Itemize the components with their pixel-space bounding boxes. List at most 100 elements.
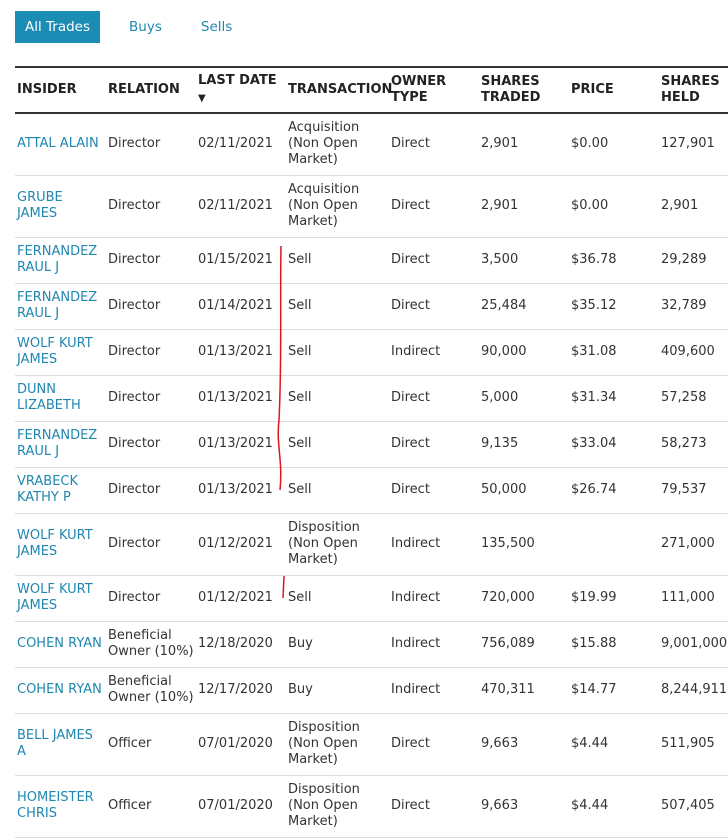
table-row: HOMEISTER CHRIS Officer 07/01/2020 Disposit…	[15, 775, 728, 838]
column-header: RELATION	[106, 66, 196, 114]
table-cell: Direct	[389, 283, 479, 330]
table-cell: 79,537	[659, 467, 728, 514]
insider-link[interactable]: FERNANDEZ RAUL J	[15, 283, 106, 330]
insider-link[interactable]: WOLF KURT JAMES	[15, 575, 106, 622]
header-text: LAST DATE	[198, 73, 277, 88]
table-cell: Director	[106, 329, 196, 376]
insider-link[interactable]: COHEN RYAN	[15, 621, 106, 668]
table-cell: Director	[106, 375, 196, 422]
table-cell: 9,135	[479, 421, 569, 468]
table-cell: Director	[106, 237, 196, 284]
table-cell: 02/11/2021	[196, 175, 286, 238]
table-row: COHEN RYAN Beneficial Owner (10%) 12/18/20…	[15, 621, 728, 668]
table-cell: $4.44	[569, 713, 659, 776]
table-cell: 25,484	[479, 283, 569, 330]
table-cell: Sell	[286, 375, 389, 422]
table-cell: Director	[106, 283, 196, 330]
table-cell: Director	[106, 513, 196, 576]
table-cell: Indirect	[389, 621, 479, 668]
table-body: ATTAL ALAIN Director 02/11/2021 Acquisition…	[15, 113, 728, 838]
insider-link[interactable]: HOMEISTER CHRIS	[15, 775, 106, 838]
table-cell: 9,663	[479, 713, 569, 776]
table-cell: Direct	[389, 113, 479, 176]
table-row: GRUBE JAMES Director 02/11/2021 Acquisition…	[15, 175, 728, 238]
table-cell: Director	[106, 175, 196, 238]
table-cell: Disposition (Non Open Market)	[286, 713, 389, 776]
table-cell: Direct	[389, 775, 479, 838]
table-cell: 2,901	[479, 113, 569, 176]
insider-link[interactable]: WOLF KURT JAMES	[15, 513, 106, 576]
insider-link[interactable]: ATTAL ALAIN	[15, 113, 106, 176]
insider-link[interactable]: GRUBE JAMES	[15, 175, 106, 238]
table-row: WOLF KURT JAMES Director 01/12/2021 Disposi…	[15, 513, 728, 576]
insider-link[interactable]: FERNANDEZ RAUL J	[15, 237, 106, 284]
insider-link[interactable]: VRABECK KATHY P	[15, 467, 106, 514]
table-cell: Direct	[389, 375, 479, 422]
header-text: OWNER TYPE	[391, 74, 447, 105]
table-cell: 07/01/2020	[196, 713, 286, 776]
table-cell: Sell	[286, 421, 389, 468]
table-cell: Direct	[389, 467, 479, 514]
table-cell: 01/12/2021	[196, 513, 286, 576]
table-cell: Director	[106, 467, 196, 514]
table-container: INSIDER RELATION LAST DATE ▼ TRANSACTION OWN…	[15, 66, 728, 838]
table-cell: Buy	[286, 667, 389, 714]
table-cell: Disposition (Non Open Market)	[286, 775, 389, 838]
table-cell: Direct	[389, 237, 479, 284]
table-cell: 135,500	[479, 513, 569, 576]
table-row: ATTAL ALAIN Director 02/11/2021 Acquisition…	[15, 113, 728, 176]
tab[interactable]: Sells	[200, 19, 233, 35]
table-cell: 32,789	[659, 283, 728, 330]
table-cell: Sell	[286, 237, 389, 284]
table-cell: 409,600	[659, 329, 728, 376]
insider-link[interactable]: BELL JAMES A	[15, 713, 106, 776]
table-cell: Acquisition (Non Open Market)	[286, 113, 389, 176]
insider-link[interactable]: COHEN RYAN	[15, 667, 106, 714]
table-cell: 127,901	[659, 113, 728, 176]
column-header: SHARES TRADED	[479, 66, 569, 114]
table-cell: Acquisition (Non Open Market)	[286, 175, 389, 238]
sort-arrow: ▼	[198, 93, 206, 104]
table-cell: $0.00	[569, 113, 659, 176]
table-cell: Beneficial Owner (10%)	[106, 621, 196, 668]
table-cell: $4.44	[569, 775, 659, 838]
tab[interactable]: Buys	[129, 19, 162, 35]
table-cell: Sell	[286, 329, 389, 376]
table-cell: 5,000	[479, 375, 569, 422]
header-row: INSIDER RELATION LAST DATE ▼ TRANSACTION OWN…	[15, 66, 728, 114]
tab[interactable]: All Trades	[15, 11, 101, 43]
table-cell: 02/11/2021	[196, 113, 286, 176]
table-row: FERNANDEZ RAUL J Director 01/13/2021 Sell Di…	[15, 421, 728, 468]
insider-link[interactable]: WOLF KURT JAMES	[15, 329, 106, 376]
column-header[interactable]: LAST DATE ▼	[196, 66, 286, 114]
insider-link[interactable]: FERNANDEZ RAUL J	[15, 421, 106, 468]
table-cell: 90,000	[479, 329, 569, 376]
table-cell: Officer	[106, 775, 196, 838]
table-cell: Direct	[389, 713, 479, 776]
table-cell: 01/13/2021	[196, 375, 286, 422]
table-cell: Director	[106, 113, 196, 176]
header-text: SHARES TRADED	[481, 74, 541, 105]
column-header: OWNER TYPE	[389, 66, 479, 114]
table-cell: 756,089	[479, 621, 569, 668]
column-header: INSIDER	[15, 66, 106, 114]
table-cell: Disposition (Non Open Market)	[286, 513, 389, 576]
table-cell: Direct	[389, 421, 479, 468]
table-cell: 12/18/2020	[196, 621, 286, 668]
table-cell: 01/12/2021	[196, 575, 286, 622]
table-cell: Indirect	[389, 329, 479, 376]
table-cell: $31.08	[569, 329, 659, 376]
table-cell: 29,289	[659, 237, 728, 284]
table-cell: 2,901	[479, 175, 569, 238]
table-cell: $33.04	[569, 421, 659, 468]
table-cell: 2,901	[659, 175, 728, 238]
table-row: FERNANDEZ RAUL J Director 01/14/2021 Sell Di…	[15, 283, 728, 330]
table-cell: $31.34	[569, 375, 659, 422]
header-text: INSIDER	[17, 82, 77, 97]
table-cell: 271,000	[659, 513, 728, 576]
table-cell: Director	[106, 575, 196, 622]
table-row: WOLF KURT JAMES Director 01/12/2021 Sell Ind…	[15, 575, 728, 622]
table-cell: 507,405	[659, 775, 728, 838]
insider-link[interactable]: DUNN LIZABETH	[15, 375, 106, 422]
table-row: COHEN RYAN Beneficial Owner (10%) 12/17/20…	[15, 667, 728, 714]
